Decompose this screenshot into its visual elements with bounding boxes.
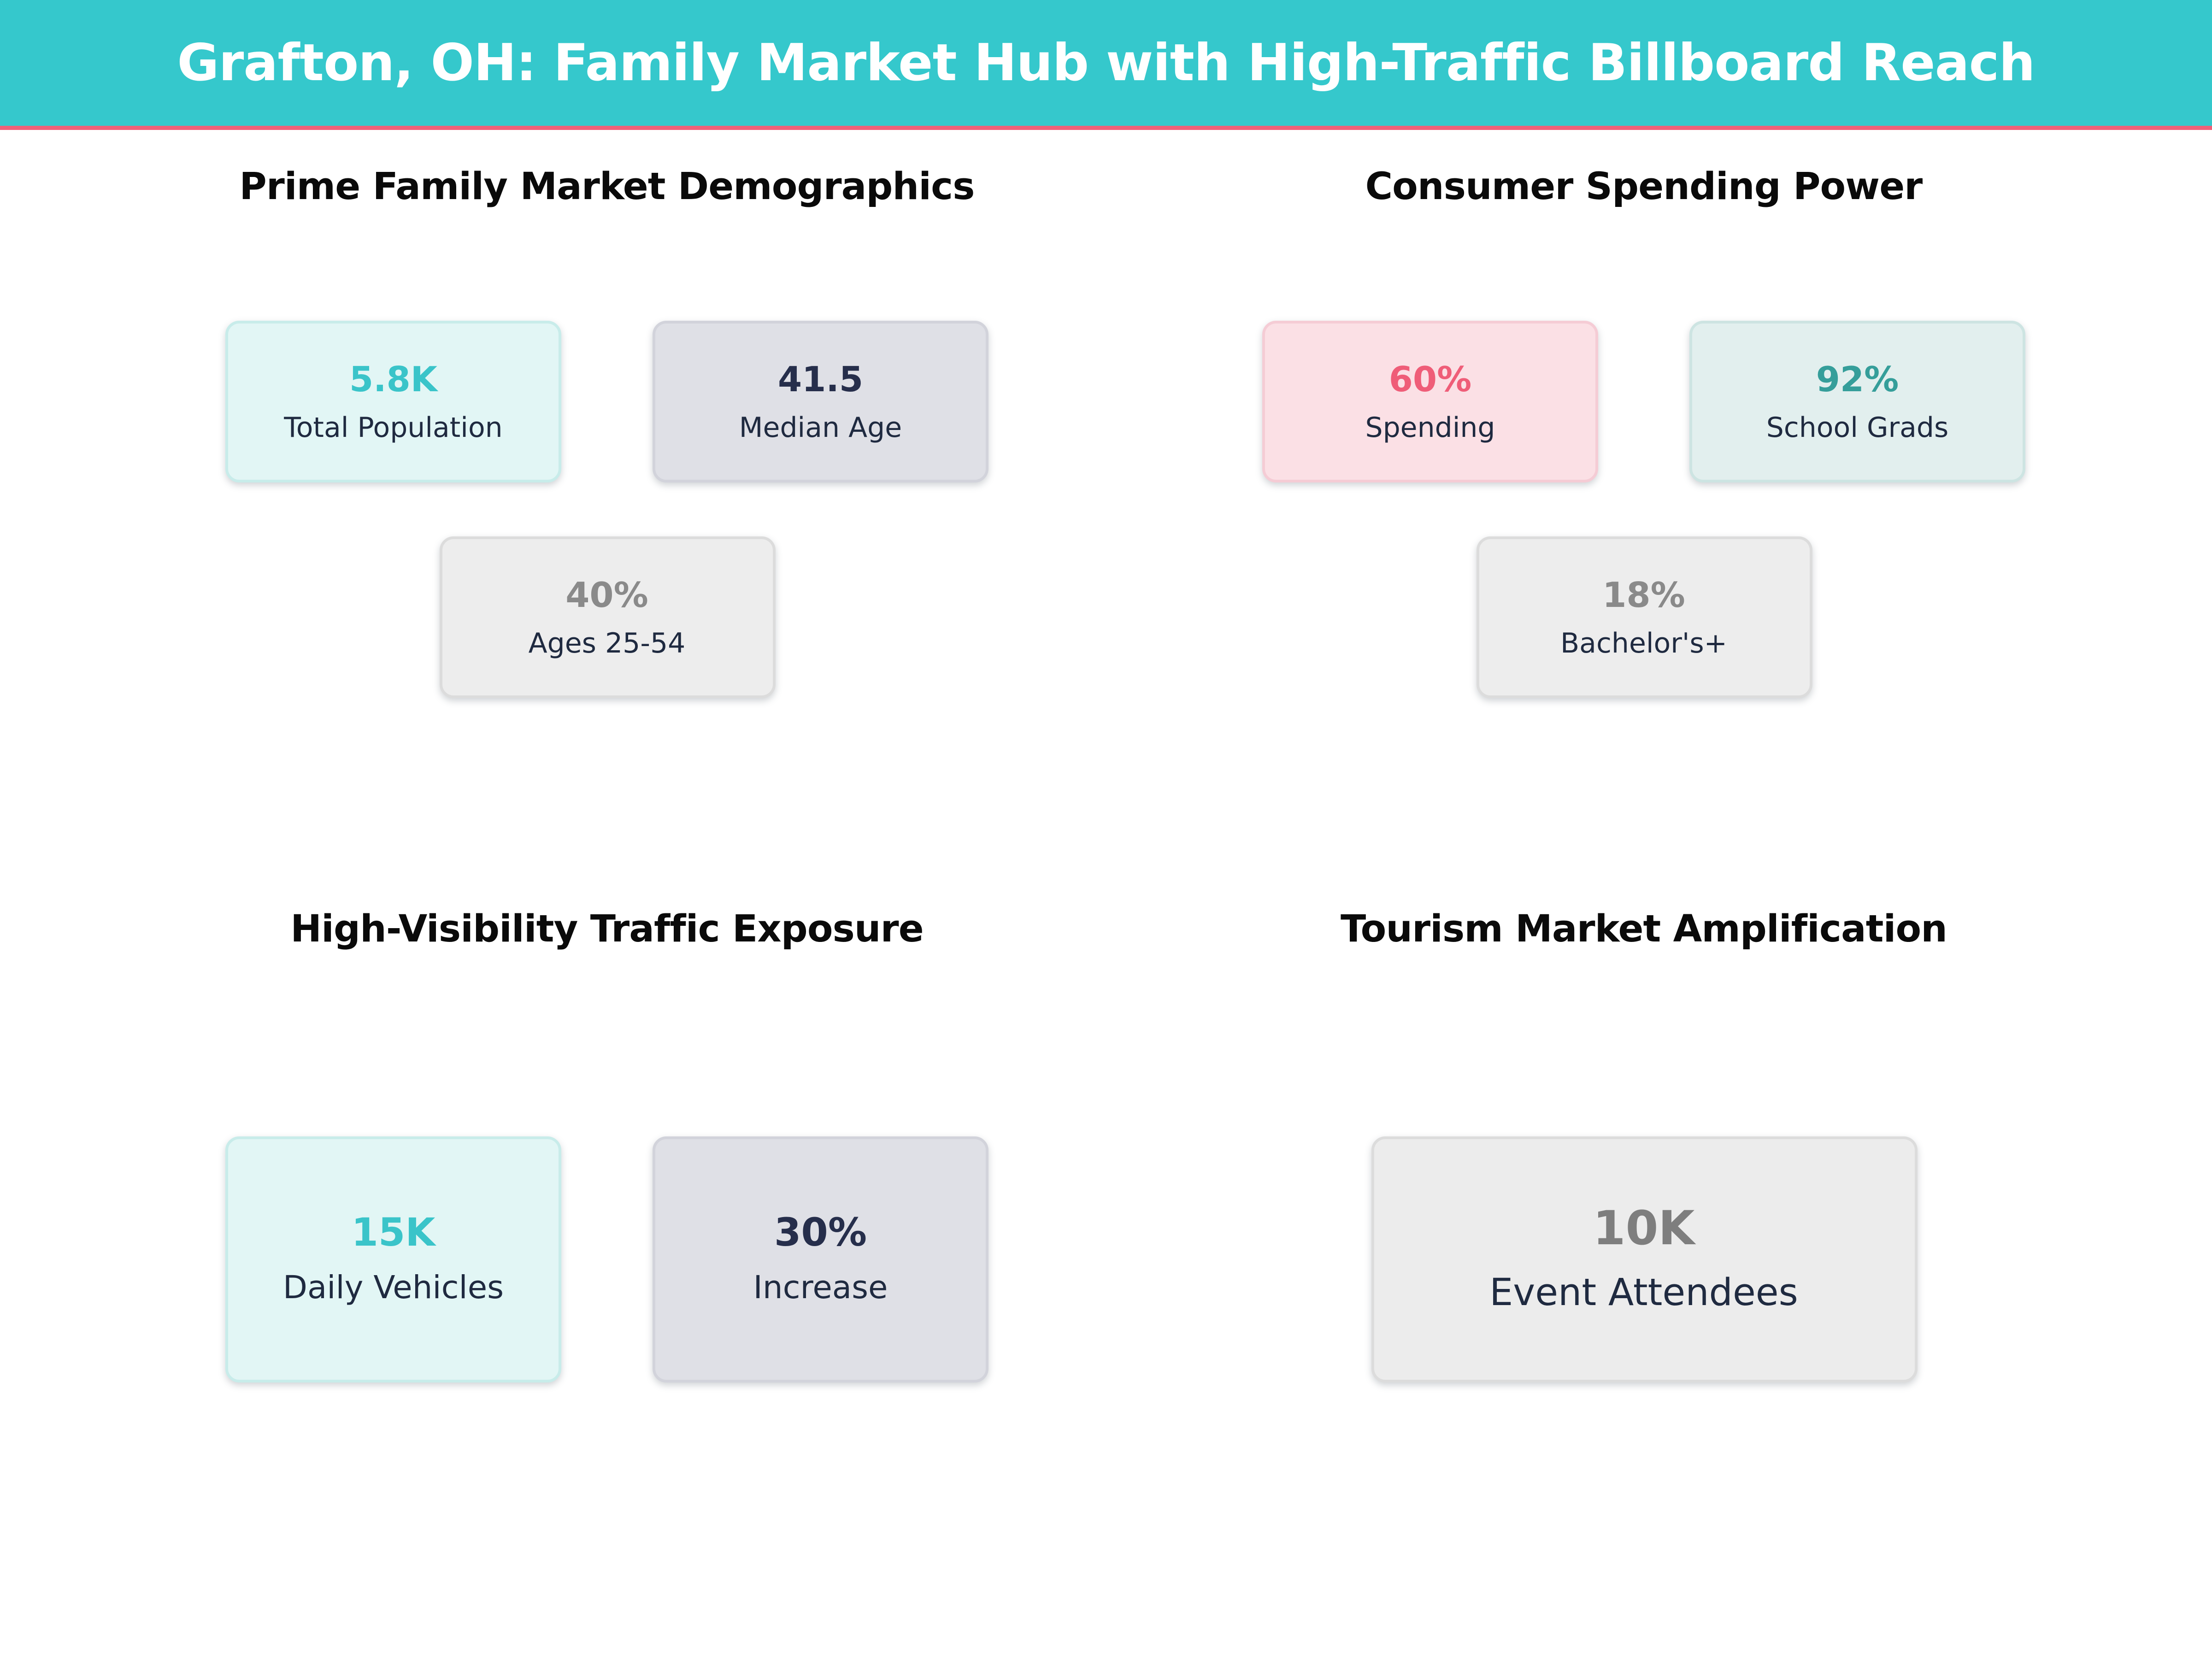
section-demographics: Prime Family Market Demographics 5.8K To… <box>88 134 1125 698</box>
stat-value: 41.5 <box>777 359 864 400</box>
spending-card-row-2: 18% Bachelor's+ <box>1476 536 1812 698</box>
section-title-spending-power: Consumer Spending Power <box>1365 166 1923 209</box>
stat-card-total-population: 5.8K Total Population <box>225 321 561 482</box>
stat-label: Total Population <box>284 411 503 444</box>
stat-label: Ages 25-54 <box>528 626 686 660</box>
stat-value: 5.8K <box>349 359 437 400</box>
stat-label: School Grads <box>1766 411 1949 444</box>
section-title-demographics: Prime Family Market Demographics <box>239 166 975 209</box>
stat-value: 30% <box>774 1209 867 1255</box>
demographics-card-row-2: 40% Ages 25-54 <box>439 536 775 698</box>
tourism-card-row: 10K Event Attendees <box>1371 1136 1917 1382</box>
stat-card-daily-vehicles: 15K Daily Vehicles <box>225 1136 561 1382</box>
traffic-card-row: 15K Daily Vehicles 30% Increase <box>225 1136 988 1382</box>
stat-card-increase: 30% Increase <box>653 1136 988 1382</box>
stat-value: 60% <box>1388 359 1472 400</box>
stat-card-spending: 60% Spending <box>1262 321 1598 482</box>
stat-label: Daily Vehicles <box>282 1270 504 1306</box>
section-traffic-exposure: High-Visibility Traffic Exposure 15K Dai… <box>88 830 1125 1382</box>
stat-card-ages-25-54: 40% Ages 25-54 <box>439 536 775 698</box>
section-title-traffic-exposure: High-Visibility Traffic Exposure <box>290 908 924 951</box>
header-banner: Grafton, OH: Family Market Hub with High… <box>0 0 2212 130</box>
stat-label: Event Attendees <box>1489 1271 1798 1315</box>
stat-value: 92% <box>1816 359 1899 400</box>
stat-label: Increase <box>753 1270 888 1306</box>
section-title-tourism: Tourism Market Amplification <box>1341 908 1947 951</box>
stat-card-median-age: 41.5 Median Age <box>653 321 988 482</box>
stat-card-event-attendees: 10K Event Attendees <box>1371 1136 1917 1382</box>
section-tourism: Tourism Market Amplification 10K Event A… <box>1125 830 2162 1382</box>
stat-label: Median Age <box>739 411 902 444</box>
stat-value: 18% <box>1602 575 1685 615</box>
stat-card-school-grads: 92% School Grads <box>1689 321 2025 482</box>
stat-label: Spending <box>1365 411 1495 444</box>
stat-value: 15K <box>351 1209 435 1255</box>
stat-label: Bachelor's+ <box>1560 626 1727 660</box>
demographics-card-row-1: 5.8K Total Population 41.5 Median Age <box>225 321 988 482</box>
stat-value: 40% <box>565 575 648 615</box>
section-spending-power: Consumer Spending Power 60% Spending 92%… <box>1125 134 2162 698</box>
page-title: Grafton, OH: Family Market Hub with High… <box>177 33 2035 93</box>
spending-card-row-1: 60% Spending 92% School Grads <box>1262 321 2025 482</box>
stat-card-bachelors: 18% Bachelor's+ <box>1476 536 1812 698</box>
stat-value: 10K <box>1593 1202 1695 1258</box>
